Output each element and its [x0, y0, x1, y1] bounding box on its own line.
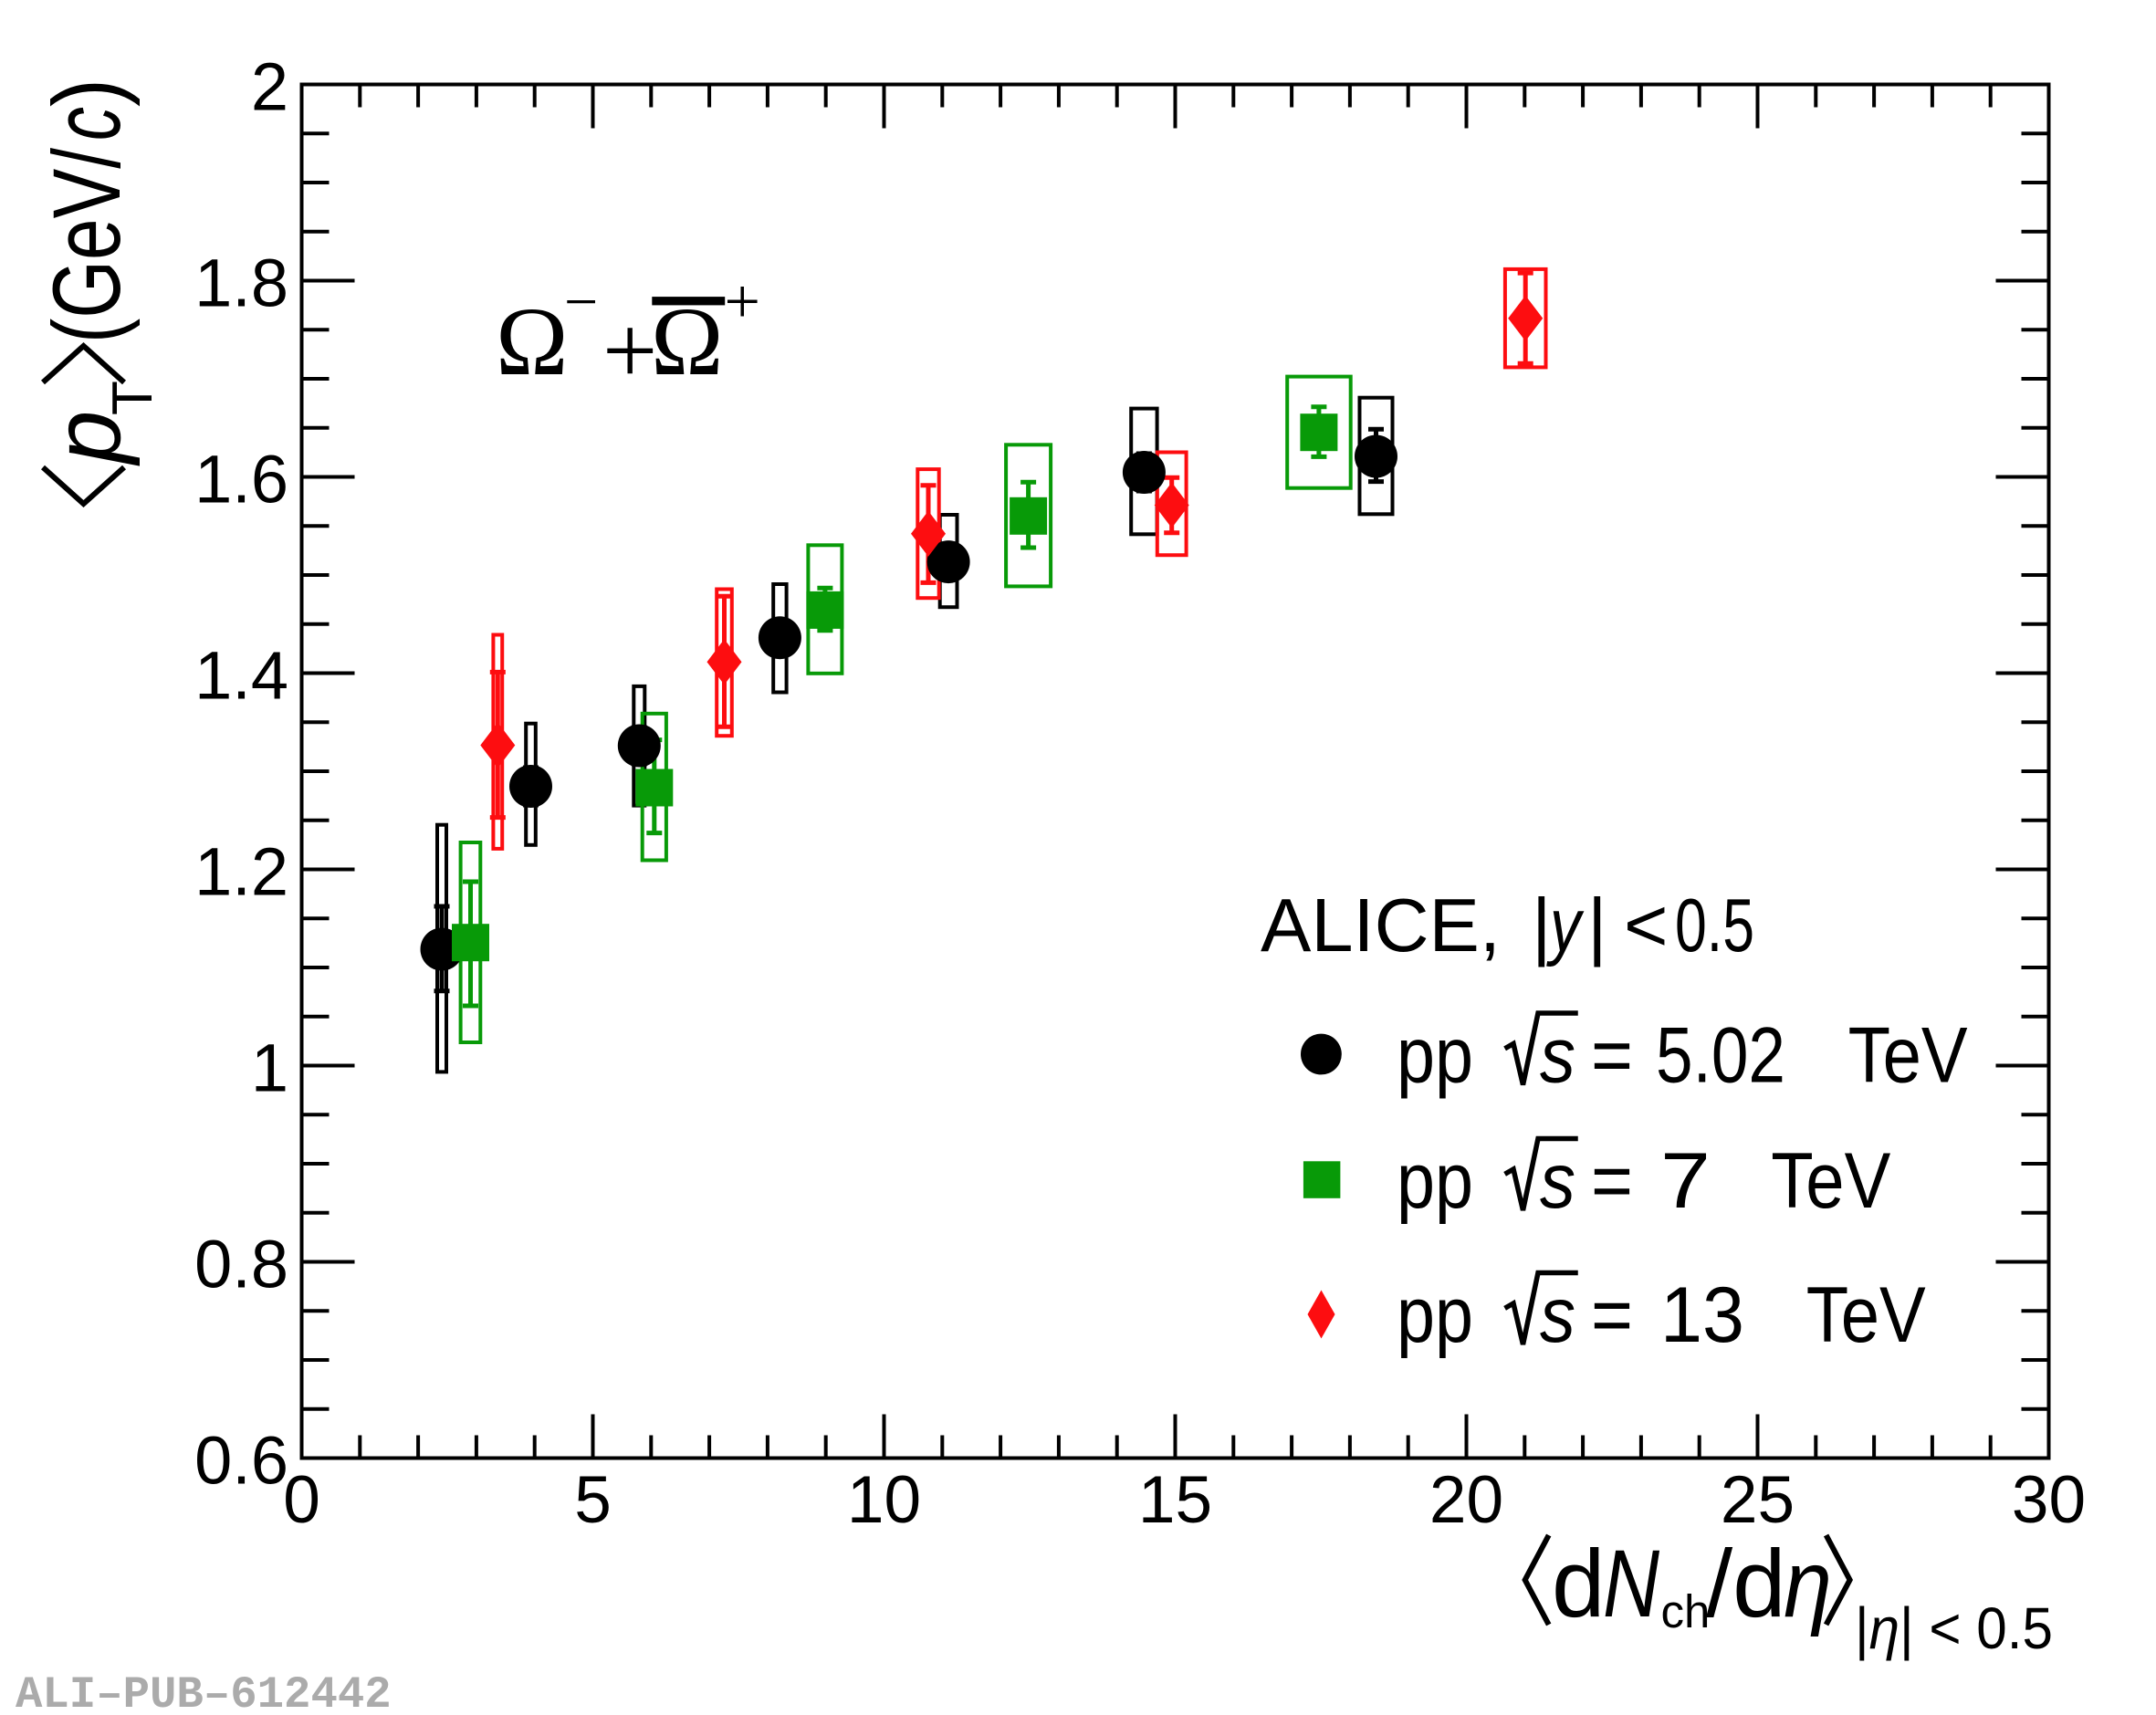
svg-text:Ω: Ω: [651, 288, 724, 396]
svg-text:pp: pp: [1397, 1012, 1473, 1100]
svg-text:1.6: 1.6: [194, 442, 288, 518]
svg-text:pp: pp: [1397, 1271, 1473, 1359]
svg-text:(GeV/: (GeV/: [34, 147, 141, 343]
svg-text:1: 1: [251, 1030, 288, 1106]
svg-text:p: p: [34, 411, 141, 466]
svg-text:): ): [34, 78, 141, 107]
svg-text:pp: pp: [1397, 1137, 1473, 1225]
svg-text:13: 13: [1660, 1271, 1744, 1359]
svg-text:0.6: 0.6: [194, 1423, 288, 1499]
svg-text:y: y: [1546, 883, 1585, 967]
svg-text:2: 2: [251, 49, 288, 125]
svg-text:|: |: [1532, 883, 1552, 967]
svg-text:5.02: 5.02: [1656, 1012, 1785, 1100]
svg-text:10: 10: [847, 1463, 921, 1537]
svg-text:d: d: [1552, 1531, 1605, 1637]
svg-text:=: =: [1591, 1271, 1633, 1359]
svg-text:T: T: [101, 381, 164, 415]
svg-text:30: 30: [2012, 1463, 2086, 1537]
svg-text:=: =: [1591, 1012, 1633, 1100]
svg-text:=: =: [1591, 1137, 1633, 1225]
svg-text:η: η: [1784, 1531, 1832, 1637]
svg-text:|: |: [1587, 883, 1607, 967]
svg-text:1.2: 1.2: [194, 834, 288, 910]
svg-text:N: N: [1603, 1531, 1659, 1637]
svg-text:<: <: [1624, 883, 1668, 967]
svg-text:s: s: [1540, 1137, 1575, 1225]
svg-text:TeV: TeV: [1806, 1271, 1926, 1359]
svg-text:Ω: Ω: [496, 288, 569, 396]
svg-text:ALI–PUB–612442: ALI–PUB–612442: [16, 1669, 392, 1715]
svg-text:−: −: [564, 269, 598, 336]
svg-text:s: s: [1540, 1012, 1575, 1100]
svg-text:s: s: [1540, 1271, 1575, 1359]
svg-text:7: 7: [1660, 1137, 1711, 1225]
svg-text:|η| < 0.5: |η| < 0.5: [1855, 1595, 2053, 1661]
svg-text:+: +: [725, 267, 760, 338]
svg-text:0.5: 0.5: [1675, 883, 1754, 967]
svg-text:ALICE,: ALICE,: [1261, 883, 1501, 967]
svg-text:TeV: TeV: [1848, 1012, 1968, 1100]
svg-text:25: 25: [1721, 1463, 1795, 1537]
svg-text:0: 0: [283, 1463, 320, 1537]
svg-text:1.8: 1.8: [194, 246, 288, 321]
svg-text:1.4: 1.4: [194, 638, 288, 714]
svg-text:TeV: TeV: [1771, 1137, 1890, 1225]
svg-text:5: 5: [574, 1463, 612, 1537]
svg-text:0.8: 0.8: [194, 1227, 288, 1302]
svg-text:20: 20: [1429, 1463, 1503, 1537]
svg-text:15: 15: [1138, 1463, 1212, 1537]
svg-text:ch: ch: [1661, 1585, 1711, 1637]
svg-text:/d: /d: [1706, 1531, 1786, 1637]
svg-text:c: c: [34, 107, 141, 141]
svg-text:+: +: [602, 298, 657, 405]
